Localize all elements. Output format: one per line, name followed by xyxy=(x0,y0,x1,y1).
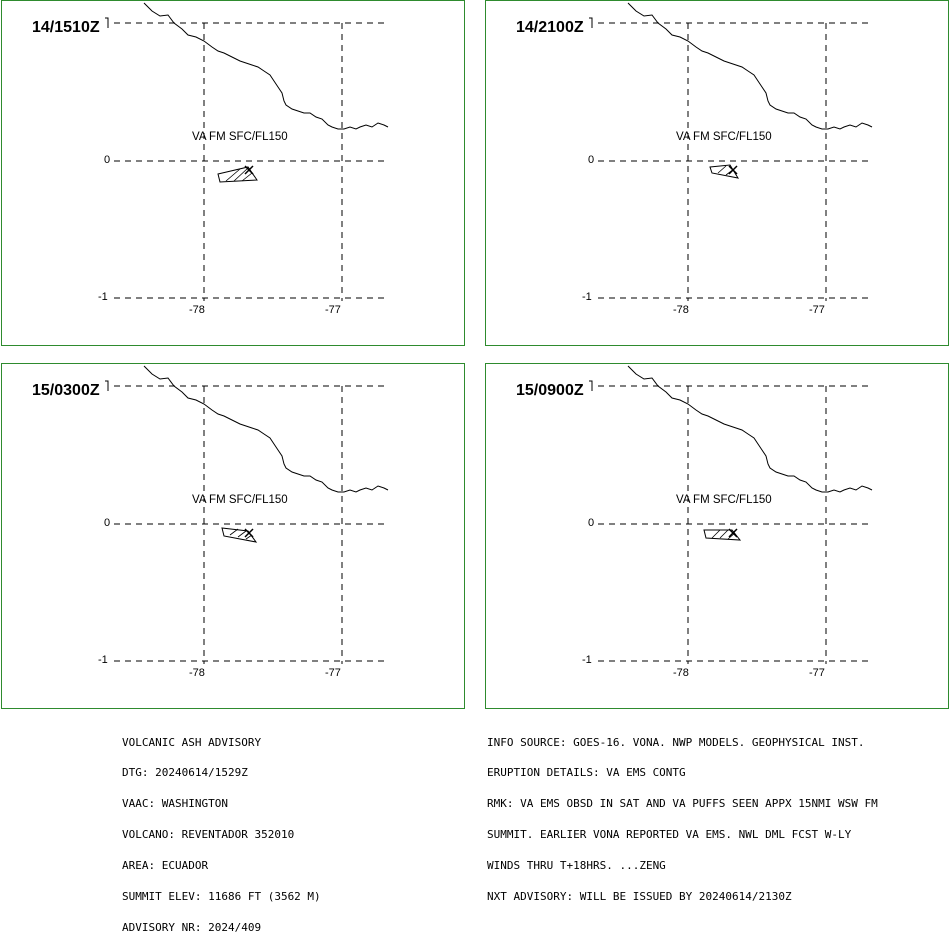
ash-cloud-polygon xyxy=(703,529,742,541)
lon-tick-77: -77 xyxy=(809,304,825,316)
lon-tick-78: -78 xyxy=(673,304,689,316)
lon-tick-78: -78 xyxy=(189,667,205,679)
advisory-line: VAAC: WASHINGTON xyxy=(122,797,228,811)
lat-tick-minus1: -1 xyxy=(582,654,592,666)
lon-tick-77: -77 xyxy=(325,304,341,316)
time-tick xyxy=(105,380,109,391)
advisory-line: VOLCANIC ASH ADVISORY xyxy=(122,735,262,749)
map-canvas-2 xyxy=(589,2,873,301)
coastline xyxy=(627,2,873,130)
map-canvas-1 xyxy=(105,2,389,301)
lon-tick-78: -78 xyxy=(189,304,205,316)
advisory-line: SUMMIT ELEV: 11686 FT (3562 M) xyxy=(122,890,321,904)
time-tick xyxy=(589,380,593,391)
graticule xyxy=(114,22,387,301)
coastline xyxy=(143,365,389,493)
lon-tick-77: -77 xyxy=(325,667,341,679)
panel-time: 14/1510Z xyxy=(32,19,100,36)
forecast-panel-4: 15/0900Z VA FM SFC/FL150 0 -1 -78 -77 xyxy=(485,363,949,709)
va-level-label: VA FM SFC/FL150 xyxy=(192,131,288,143)
panel-time: 14/2100Z xyxy=(516,19,584,36)
va-level-label: VA FM SFC/FL150 xyxy=(676,131,772,143)
lon-tick-78: -78 xyxy=(673,667,689,679)
volcano-marker xyxy=(244,528,254,538)
advisory-line: RMK: VA EMS OBSD IN SAT AND VA PUFFS SEE… xyxy=(487,797,878,811)
lat-tick-0: 0 xyxy=(104,154,111,166)
coastline xyxy=(143,2,389,130)
forecast-panel-1: 14/1510Z VA FM SFC/FL150 0 -1 -78 -77 xyxy=(1,0,465,346)
map-canvas-3 xyxy=(105,365,389,664)
graticule xyxy=(598,385,871,664)
map-canvas-4 xyxy=(589,365,873,664)
advisory-line: DTG: 20240614/1529Z xyxy=(122,766,248,780)
panel-time: 15/0300Z xyxy=(32,382,100,399)
advisory-line: WINDS THRU T+18HRS. ...ZENG xyxy=(487,859,666,873)
volcano-marker xyxy=(728,528,738,538)
advisory-details-block: INFO SOURCE: GOES-16. VONA. NWP MODELS. … xyxy=(487,717,878,913)
graticule xyxy=(114,385,387,664)
advisory-header-block: VOLCANIC ASH ADVISORY DTG: 20240614/1529… xyxy=(122,717,321,944)
advisory-line: INFO SOURCE: GOES-16. VONA. NWP MODELS. … xyxy=(487,735,865,749)
advisory-line: SUMMIT. EARLIER VONA REPORTED VA EMS. NW… xyxy=(487,828,852,842)
lat-tick-minus1: -1 xyxy=(582,291,592,303)
advisory-line: NXT ADVISORY: WILL BE ISSUED BY 20240614… xyxy=(487,890,792,904)
volcano-marker xyxy=(728,165,738,175)
lon-tick-77: -77 xyxy=(809,667,825,679)
va-level-label: VA FM SFC/FL150 xyxy=(192,494,288,506)
lat-tick-0: 0 xyxy=(588,517,595,529)
forecast-panel-3: 15/0300Z VA FM SFC/FL150 0 -1 -78 -77 xyxy=(1,363,465,709)
graticule xyxy=(598,22,871,301)
time-tick xyxy=(105,17,109,28)
ash-cloud-polygon xyxy=(217,166,258,183)
advisory-line: VOLCANO: REVENTADOR 352010 xyxy=(122,828,295,842)
advisory-line: ERUPTION DETAILS: VA EMS CONTG xyxy=(487,766,686,780)
forecast-panel-2: 14/2100Z VA FM SFC/FL150 0 -1 -78 -77 xyxy=(485,0,949,346)
advisory-line: ADVISORY NR: 2024/409 xyxy=(122,920,262,934)
lat-tick-0: 0 xyxy=(104,517,111,529)
lat-tick-minus1: -1 xyxy=(98,654,108,666)
time-tick xyxy=(589,17,593,28)
coastline xyxy=(627,365,873,493)
va-level-label: VA FM SFC/FL150 xyxy=(676,494,772,506)
advisory-line: AREA: ECUADOR xyxy=(122,859,209,873)
lat-tick-0: 0 xyxy=(588,154,595,166)
lat-tick-minus1: -1 xyxy=(98,291,108,303)
panel-time: 15/0900Z xyxy=(516,382,584,399)
volcano-marker xyxy=(244,165,254,175)
